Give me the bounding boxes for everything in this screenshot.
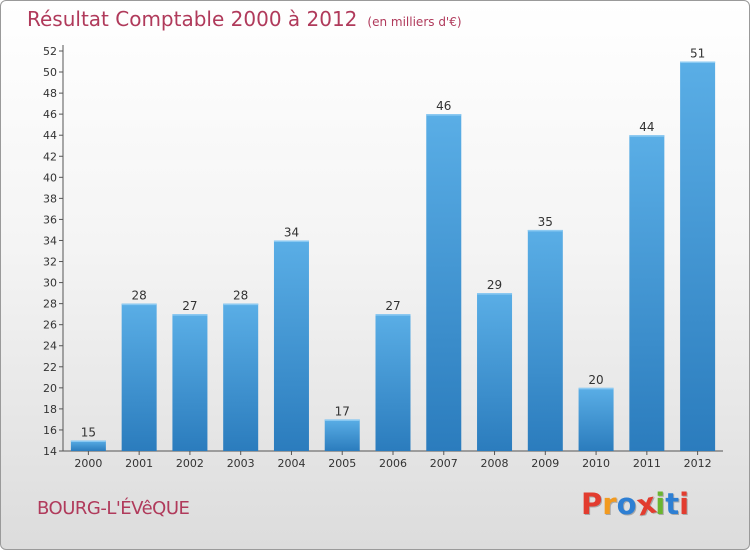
value-label: 46 xyxy=(436,99,451,113)
bar-top-highlight xyxy=(70,440,106,442)
bar-2007 xyxy=(426,114,462,451)
bar-2004 xyxy=(273,240,309,451)
value-label: 17 xyxy=(335,404,350,418)
y-tick-label: 28 xyxy=(43,298,57,311)
bar-2011 xyxy=(629,135,665,452)
value-label: 27 xyxy=(182,299,197,313)
bar-2005 xyxy=(324,419,360,451)
bar-2000 xyxy=(70,440,106,451)
x-tick-label: 2003 xyxy=(227,457,255,470)
x-tick-label: 2005 xyxy=(328,457,356,470)
x-tick-label: 2011 xyxy=(633,457,661,470)
bar-top-highlight xyxy=(680,61,716,64)
logo-letter: i xyxy=(679,487,690,521)
bar-2003 xyxy=(223,303,259,451)
bar-top-highlight xyxy=(121,303,157,306)
y-tick-label: 42 xyxy=(43,150,57,163)
x-tick-label: 2006 xyxy=(379,457,407,470)
bar-top-highlight xyxy=(223,303,259,306)
place-name: BOURG-L'ÉVêQUE xyxy=(37,498,190,519)
bar-top-highlight xyxy=(375,314,411,316)
value-label: 51 xyxy=(690,47,705,61)
proxiti-logo: Proxiti xyxy=(581,485,690,522)
logo-letter: r xyxy=(602,487,617,521)
bar-2002 xyxy=(172,314,208,451)
value-label: 35 xyxy=(538,215,553,229)
x-tick-label: 2010 xyxy=(582,457,610,470)
bar-2009 xyxy=(527,229,563,451)
x-tick-label: 2004 xyxy=(277,457,305,470)
bar-2006 xyxy=(375,314,411,451)
title-text: Résultat Comptable 2000 à 2012 xyxy=(27,7,358,31)
bar-top-highlight xyxy=(527,229,563,232)
value-label: 27 xyxy=(385,299,400,313)
bar-top-highlight xyxy=(324,419,360,421)
bar-2001 xyxy=(121,303,157,451)
y-tick-label: 38 xyxy=(43,192,57,205)
bar-2010 xyxy=(578,387,614,451)
x-tick-label: 2000 xyxy=(74,457,102,470)
x-tick-label: 2008 xyxy=(481,457,509,470)
y-tick-label: 30 xyxy=(43,277,57,290)
bar-top-highlight xyxy=(477,293,513,295)
bar-2012 xyxy=(680,61,716,452)
x-tick-label: 2009 xyxy=(531,457,559,470)
bar-top-highlight xyxy=(273,240,309,242)
y-tick-label: 24 xyxy=(43,340,57,353)
logo-letter: P xyxy=(581,487,603,521)
bar-top-highlight xyxy=(172,314,208,316)
y-tick-label: 14 xyxy=(43,445,57,458)
value-label: 28 xyxy=(132,289,147,303)
value-label: 28 xyxy=(233,289,248,303)
chart-title: Résultat Comptable 2000 à 2012 (en millie… xyxy=(27,7,462,31)
logo-letter: o xyxy=(616,487,637,521)
y-tick-label: 36 xyxy=(43,213,57,226)
bar-2008 xyxy=(477,293,513,451)
x-tick-label: 2002 xyxy=(176,457,204,470)
y-tick-label: 46 xyxy=(43,108,57,121)
value-label: 29 xyxy=(487,278,502,292)
x-tick-label: 2007 xyxy=(430,457,458,470)
value-label: 15 xyxy=(81,425,96,439)
y-tick-label: 16 xyxy=(43,424,57,437)
y-tick-label: 50 xyxy=(43,66,57,79)
y-tick-label: 20 xyxy=(43,382,57,395)
y-tick-label: 26 xyxy=(43,319,57,332)
y-tick-label: 44 xyxy=(43,129,57,142)
value-label: 20 xyxy=(588,373,603,387)
y-tick-label: 32 xyxy=(43,256,57,269)
x-tick-label: 2012 xyxy=(684,457,712,470)
y-tick-label: 22 xyxy=(43,361,57,374)
logo-letter: i xyxy=(655,487,666,521)
y-tick-label: 48 xyxy=(43,87,57,100)
logo-letter: t xyxy=(665,487,680,521)
bar-top-highlight xyxy=(426,114,462,116)
y-tick-label: 40 xyxy=(43,171,57,184)
value-label: 34 xyxy=(284,225,299,239)
bar-top-highlight xyxy=(578,387,614,390)
value-label: 44 xyxy=(639,120,654,134)
y-tick-label: 34 xyxy=(43,234,57,247)
chart-subtitle: (en milliers d'€) xyxy=(367,15,462,29)
bar-top-highlight xyxy=(629,135,665,137)
y-tick-label: 18 xyxy=(43,403,57,416)
y-tick-label: 52 xyxy=(43,45,57,58)
x-tick-label: 2001 xyxy=(125,457,153,470)
